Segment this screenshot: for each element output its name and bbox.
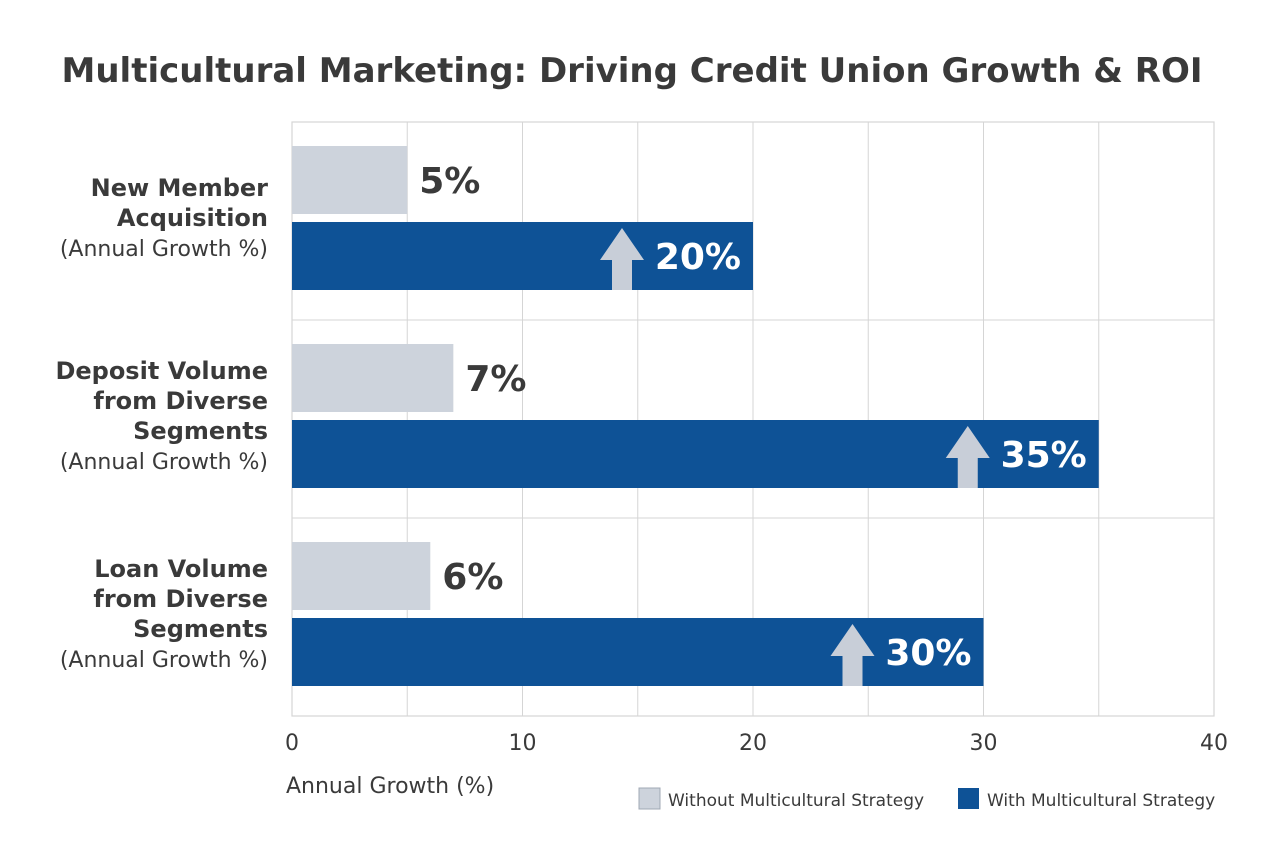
category-label: from Diverse [93, 387, 268, 415]
data-label-with: 20% [655, 237, 741, 278]
category-label: New Member [91, 174, 269, 202]
category-sublabel: (Annual Growth %) [60, 648, 268, 673]
bars: 5% 20% 7% 35% 6% 30% [292, 146, 1099, 686]
data-label-without: 6% [442, 557, 503, 598]
x-axis-ticks: 0 10 20 30 40 [285, 731, 1228, 756]
x-tick-label: 20 [739, 731, 767, 756]
up-arrow-icon [830, 624, 875, 686]
bar-with-strategy [292, 618, 984, 686]
bar-without-strategy [292, 542, 431, 610]
x-tick-label: 10 [509, 731, 537, 756]
category-label: Deposit Volume [55, 357, 268, 385]
category-label: from Diverse [93, 585, 268, 613]
legend: Without Multicultural Strategy With Mult… [638, 787, 1215, 811]
up-arrow-icon [600, 228, 644, 290]
x-tick-label: 40 [1200, 731, 1228, 756]
up-arrow-icon [945, 426, 990, 488]
chart-title: Multicultural Marketing: Driving Credit … [62, 51, 1203, 91]
category-label: Segments [133, 417, 268, 445]
legend-label-with: With Multicultural Strategy [987, 791, 1215, 811]
bar-without-strategy [292, 146, 408, 214]
bar-with-strategy [292, 222, 753, 290]
category-label: Loan Volume [94, 555, 268, 583]
data-label-without: 7% [465, 359, 526, 400]
legend-swatch-without [638, 787, 661, 810]
category-label: Acquisition [117, 204, 268, 232]
x-axis-label: Annual Growth (%) [286, 774, 494, 799]
data-label-with: 35% [1001, 435, 1087, 476]
data-label-with: 30% [885, 633, 971, 674]
data-label-without: 5% [419, 161, 480, 202]
bar-without-strategy [292, 344, 454, 412]
category-sublabel: (Annual Growth %) [60, 450, 268, 475]
category-label: Segments [133, 615, 268, 643]
x-tick-label: 30 [970, 731, 998, 756]
x-tick-label: 0 [285, 731, 299, 756]
legend-label-without: Without Multicultural Strategy [668, 791, 924, 811]
grid-lines [291, 121, 1215, 717]
legend-swatch-with [958, 788, 979, 809]
category-sublabel: (Annual Growth %) [60, 237, 268, 262]
